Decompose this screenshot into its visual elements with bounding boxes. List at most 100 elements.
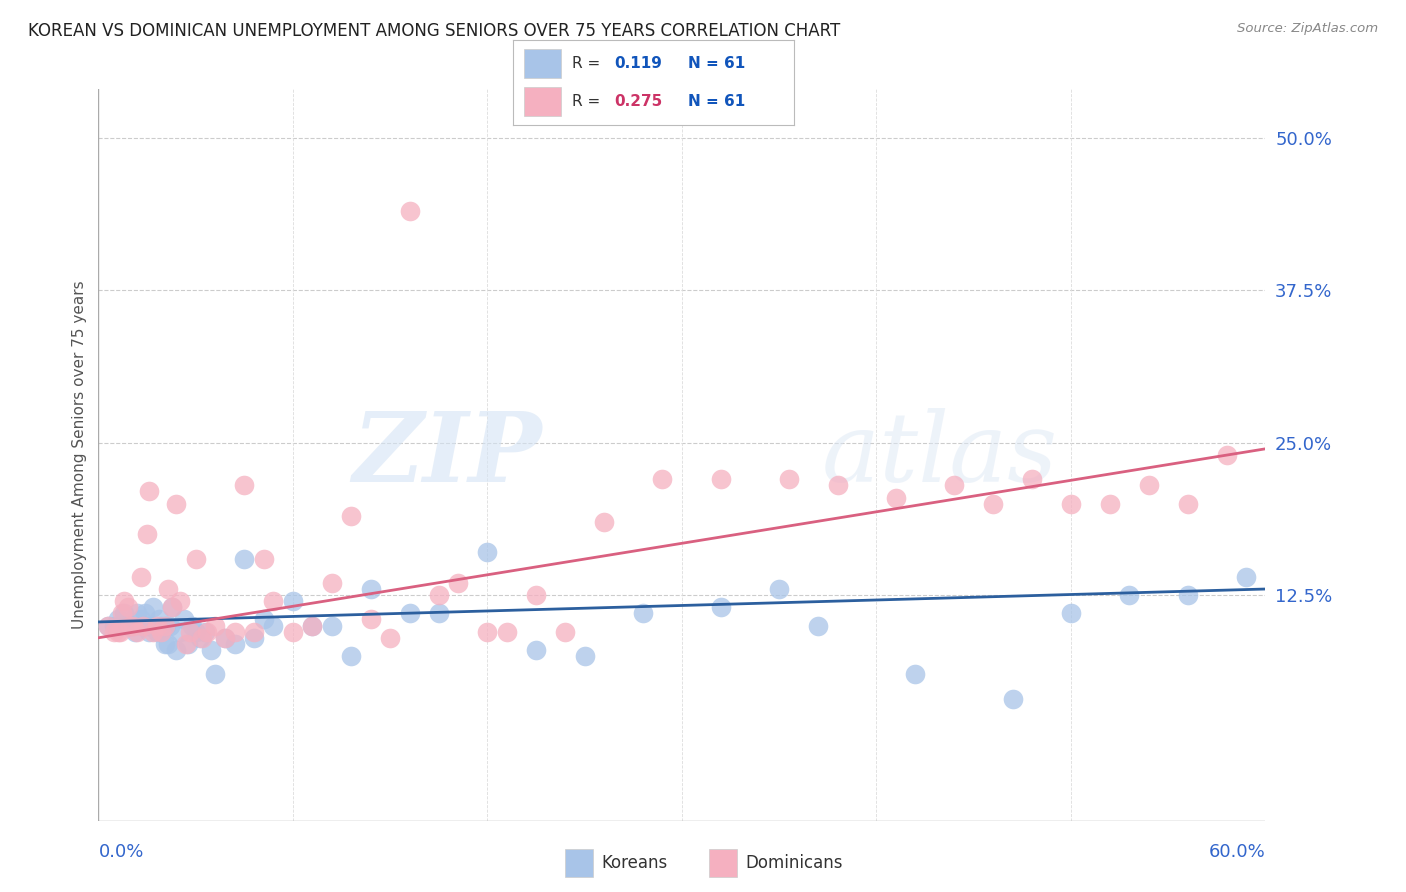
Point bbox=[807, 618, 830, 632]
Text: Koreans: Koreans bbox=[602, 854, 668, 872]
Point bbox=[1177, 497, 1199, 511]
Point bbox=[447, 576, 470, 591]
Bar bbox=[709, 849, 737, 877]
Bar bbox=[565, 849, 593, 877]
Point bbox=[524, 588, 547, 602]
Point bbox=[174, 637, 197, 651]
Point bbox=[195, 624, 218, 639]
Point bbox=[827, 478, 849, 492]
Point bbox=[194, 624, 217, 639]
Bar bbox=[524, 49, 561, 78]
Point bbox=[233, 551, 256, 566]
Point bbox=[134, 607, 156, 621]
Point bbox=[188, 631, 211, 645]
Point bbox=[122, 618, 145, 632]
Point bbox=[155, 618, 177, 632]
Point bbox=[593, 515, 616, 529]
Point bbox=[162, 600, 184, 615]
Point bbox=[398, 204, 420, 219]
Point bbox=[233, 478, 256, 492]
Point bbox=[157, 637, 180, 651]
Point bbox=[710, 600, 733, 615]
Point bbox=[127, 607, 149, 621]
Point bbox=[190, 631, 212, 645]
Point bbox=[157, 582, 180, 596]
Point bbox=[103, 624, 125, 639]
Text: 0.275: 0.275 bbox=[614, 94, 662, 109]
Point bbox=[884, 491, 907, 505]
Point bbox=[554, 624, 576, 639]
Point bbox=[1060, 497, 1083, 511]
Point bbox=[651, 472, 673, 486]
Point bbox=[142, 624, 165, 639]
Point bbox=[146, 618, 169, 632]
Point bbox=[281, 594, 304, 608]
Point bbox=[97, 618, 120, 632]
Point bbox=[142, 600, 165, 615]
Point bbox=[477, 545, 499, 559]
Point bbox=[162, 600, 184, 615]
Point bbox=[122, 618, 145, 632]
Text: KOREAN VS DOMINICAN UNEMPLOYMENT AMONG SENIORS OVER 75 YEARS CORRELATION CHART: KOREAN VS DOMINICAN UNEMPLOYMENT AMONG S… bbox=[28, 22, 841, 40]
Point bbox=[136, 618, 159, 632]
Point bbox=[132, 618, 155, 632]
Text: 60.0%: 60.0% bbox=[1209, 843, 1265, 861]
Point bbox=[943, 478, 966, 492]
Point bbox=[132, 618, 155, 632]
Text: Dominicans: Dominicans bbox=[745, 854, 842, 872]
Point bbox=[524, 643, 547, 657]
Point bbox=[360, 582, 382, 596]
Point bbox=[173, 613, 195, 627]
Point bbox=[107, 624, 129, 639]
Point bbox=[117, 600, 139, 615]
Point bbox=[321, 576, 343, 591]
Point bbox=[138, 484, 160, 499]
Point bbox=[1215, 448, 1237, 462]
Point bbox=[360, 613, 382, 627]
Point bbox=[214, 631, 236, 645]
Y-axis label: Unemployment Among Seniors over 75 years: Unemployment Among Seniors over 75 years bbox=[72, 281, 87, 629]
Point bbox=[477, 624, 499, 639]
Text: 0.119: 0.119 bbox=[614, 56, 662, 71]
Point bbox=[204, 667, 226, 681]
Point bbox=[184, 624, 207, 639]
Point bbox=[138, 624, 160, 639]
Point bbox=[1021, 472, 1043, 486]
Point bbox=[262, 618, 284, 632]
Point bbox=[136, 527, 159, 541]
Point bbox=[124, 624, 146, 639]
Point bbox=[981, 497, 1004, 511]
Point bbox=[148, 613, 170, 627]
Point bbox=[118, 618, 141, 632]
Point bbox=[281, 624, 304, 639]
Point bbox=[904, 667, 927, 681]
Point bbox=[340, 649, 363, 664]
Point bbox=[1177, 588, 1199, 602]
Point bbox=[243, 631, 266, 645]
Point bbox=[169, 624, 191, 639]
Point bbox=[1001, 691, 1024, 706]
Point bbox=[117, 618, 139, 632]
Point bbox=[107, 613, 129, 627]
Point bbox=[321, 618, 343, 632]
Text: atlas: atlas bbox=[823, 408, 1059, 502]
Text: Source: ZipAtlas.com: Source: ZipAtlas.com bbox=[1237, 22, 1378, 36]
Point bbox=[112, 607, 135, 621]
Point bbox=[165, 497, 187, 511]
Point bbox=[778, 472, 800, 486]
Point bbox=[112, 594, 135, 608]
Point bbox=[111, 607, 134, 621]
Point bbox=[165, 643, 187, 657]
Point bbox=[97, 618, 120, 632]
Point bbox=[574, 649, 596, 664]
Point bbox=[301, 618, 323, 632]
Point bbox=[129, 613, 152, 627]
Point bbox=[149, 624, 172, 639]
Point bbox=[1118, 588, 1140, 602]
Point bbox=[340, 508, 363, 523]
Point bbox=[149, 618, 172, 632]
Point bbox=[111, 618, 134, 632]
Point bbox=[301, 618, 323, 632]
Bar bbox=[524, 87, 561, 116]
Point bbox=[127, 624, 149, 639]
